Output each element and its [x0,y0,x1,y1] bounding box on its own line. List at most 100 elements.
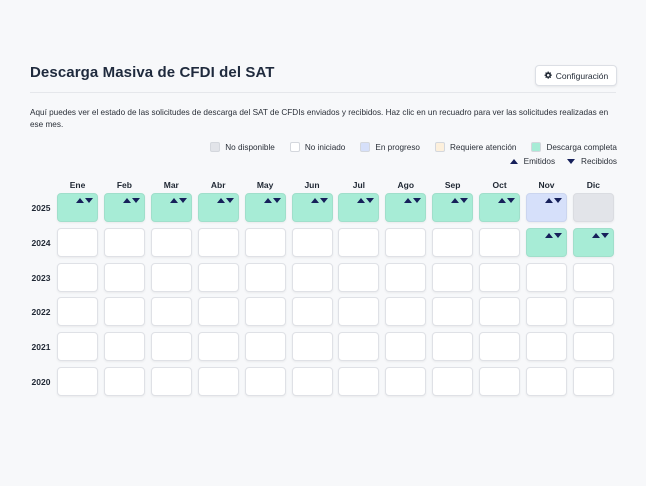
month-cell-2021-sep[interactable] [432,332,474,362]
config-button[interactable]: Configuración [535,65,617,86]
triangle-down-icon [413,198,422,203]
month-cell-2023-sep[interactable] [432,262,474,292]
direction-arrows [310,198,328,203]
legend-label: En progreso [375,142,420,152]
month-cell-2021-oct[interactable] [479,332,521,362]
month-cell-2021-feb[interactable] [103,332,145,362]
month-cell-2024-dic[interactable] [572,227,614,257]
divider [30,92,616,93]
month-cell-2025-oct[interactable] [479,193,521,222]
month-cell-2023-nov[interactable] [526,262,567,292]
month-cell-2023-feb[interactable] [103,262,145,292]
month-cell-2020-oct[interactable] [479,367,521,396]
month-cell-2024-may[interactable] [244,227,286,257]
month-cell-2020-jul[interactable] [338,367,380,396]
year-label: 2020 [31,377,51,387]
month-cell-2022-jul[interactable] [338,297,380,327]
month-cell-2025-ago[interactable] [385,193,427,222]
month-cell-2025-abr[interactable] [197,193,239,222]
month-cell-2025-feb[interactable] [103,193,145,222]
year-label: 2021 [31,342,51,353]
month-cell-2021-abr[interactable] [197,332,239,362]
month-cell-2021-jun[interactable] [291,332,333,362]
direction-arrows [216,198,234,203]
month-cell-2024-jun[interactable] [291,227,333,257]
status-legend: No disponible No iniciado En progreso Requi… [210,142,617,152]
month-cell-2024-ago[interactable] [385,227,427,257]
month-cell-2024-jul[interactable] [338,227,380,257]
month-cell-2022-feb[interactable] [103,297,145,327]
month-cell-2022-nov[interactable] [526,297,567,327]
month-cell-2022-dic[interactable] [572,297,614,327]
month-cell-2021-dic[interactable] [572,332,614,362]
direction-arrows [545,198,562,203]
direction-arrows [545,232,562,238]
month-cell-2020-abr[interactable] [197,367,239,396]
month-cell-2025-ene[interactable] [57,193,98,222]
triangle-down-icon [460,198,469,203]
month-cell-2020-mar[interactable] [150,367,192,396]
month-cell-2022-abr[interactable] [197,297,239,327]
month-cell-2023-oct[interactable] [479,262,521,292]
month-cell-2020-jun[interactable] [291,367,333,396]
month-cell-2020-sep[interactable] [432,367,474,396]
month-cell-2023-ene[interactable] [57,262,98,292]
month-cell-2020-nov[interactable] [526,367,567,396]
month-header: Ene [69,180,86,190]
triangle-up-icon [545,198,553,203]
month-cell-2025-jul[interactable] [338,193,380,222]
month-header: Sep [444,180,461,190]
month-cell-2024-sep[interactable] [432,227,474,257]
month-cell-2022-jun[interactable] [291,297,333,327]
month-cell-2023-dic[interactable] [572,262,614,292]
month-cell-2023-mar[interactable] [150,262,192,292]
month-cell-2022-ago[interactable] [385,297,427,327]
month-cell-2022-may[interactable] [244,297,286,327]
triangle-up-icon [545,232,553,238]
month-cell-2023-abr[interactable] [197,262,239,292]
month-cell-2024-ene[interactable] [57,227,98,257]
legend-item-progress: En progreso [360,142,420,152]
month-cell-2021-jul[interactable] [338,332,380,362]
month-cell-2024-abr[interactable] [197,227,239,257]
month-cell-2024-nov[interactable] [526,227,567,257]
month-cell-2024-mar[interactable] [150,227,192,257]
month-cell-2025-jun[interactable] [291,193,333,222]
direction-arrows [591,232,609,238]
direction-arrows [76,198,93,203]
month-cell-2021-nov[interactable] [526,332,567,362]
month-cell-2020-ago[interactable] [385,367,427,396]
month-cell-2025-dic[interactable] [572,193,614,222]
month-cell-2020-dic[interactable] [572,367,614,396]
year-label: 2023 [31,272,51,283]
month-cell-2025-mar[interactable] [150,193,192,222]
legend-label: Descarga completa [546,142,617,152]
month-cell-2024-oct[interactable] [479,227,521,257]
month-cell-2023-jun[interactable] [291,262,333,292]
triangle-up-icon [263,198,272,203]
month-cell-2023-may[interactable] [244,262,286,292]
month-cell-2022-mar[interactable] [150,297,192,327]
month-cell-2022-sep[interactable] [432,297,474,327]
month-cell-2024-feb[interactable] [103,227,145,257]
triangle-down-icon [507,198,516,203]
triangle-down-icon [131,198,140,203]
month-cell-2023-ago[interactable] [385,262,427,292]
month-cell-2025-nov[interactable] [526,193,567,222]
month-cell-2021-ago[interactable] [385,332,427,362]
month-cell-2021-ene[interactable] [57,332,98,362]
month-cell-2020-may[interactable] [244,367,286,396]
month-cell-2025-may[interactable] [244,193,286,222]
month-cell-2020-ene[interactable] [57,367,98,396]
month-header: Ago [397,180,415,190]
month-cell-2023-jul[interactable] [338,262,380,292]
triangle-down-icon [225,198,234,203]
month-header: Nov [538,180,555,190]
month-cell-2021-may[interactable] [244,332,286,362]
month-cell-2022-ene[interactable] [57,297,98,327]
month-cell-2025-sep[interactable] [432,193,474,222]
month-cell-2021-mar[interactable] [150,332,192,362]
month-cell-2020-feb[interactable] [103,367,145,396]
month-cell-2022-oct[interactable] [479,297,521,327]
month-header: Jun [304,180,320,190]
